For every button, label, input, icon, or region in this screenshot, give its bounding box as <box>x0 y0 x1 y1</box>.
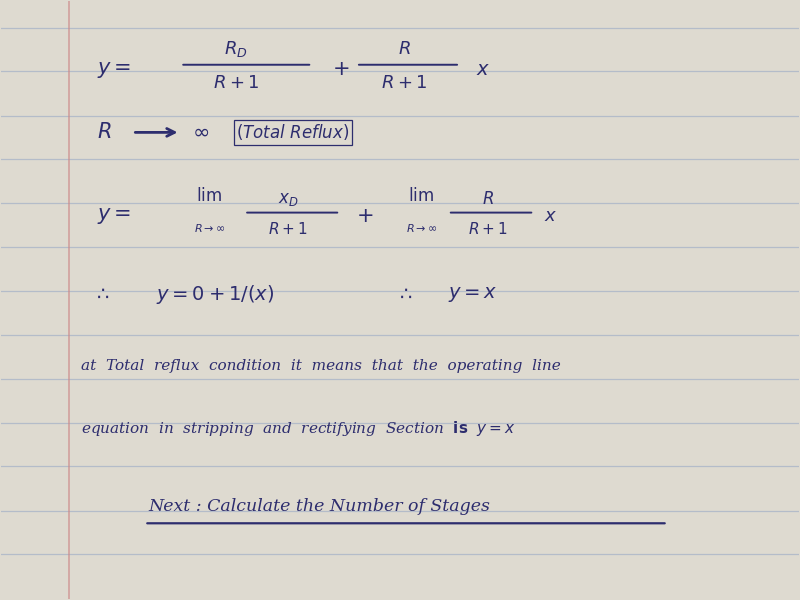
Text: $R$: $R$ <box>398 40 410 58</box>
Text: $y =$: $y =$ <box>97 206 131 226</box>
Text: $+$: $+$ <box>356 206 374 226</box>
Text: $R{\to}\infty$: $R{\to}\infty$ <box>406 221 437 233</box>
Text: $\therefore$: $\therefore$ <box>93 285 110 303</box>
Text: $x_D$: $x_D$ <box>278 191 298 208</box>
Text: $y = x$: $y = x$ <box>448 284 498 304</box>
Text: $\lim$: $\lim$ <box>408 187 434 205</box>
Text: $R+1$: $R+1$ <box>381 74 427 92</box>
Text: $x$: $x$ <box>476 61 490 79</box>
Text: $y =$: $y =$ <box>97 59 131 80</box>
Text: $\lim$: $\lim$ <box>196 187 222 205</box>
Text: at  Total  reflux  condition  it  means  that  the  operating  line: at Total reflux condition it means that … <box>81 359 560 373</box>
Text: Next : Calculate the Number of Stages: Next : Calculate the Number of Stages <box>149 498 490 515</box>
Text: $+$: $+$ <box>332 60 350 79</box>
Text: $R{\to}\infty$: $R{\to}\infty$ <box>194 221 226 233</box>
Text: equation  in  stripping  and  rectifying  Section  $\mathbf{is}$  $y = x$: equation in stripping and rectifying Sec… <box>81 419 515 438</box>
Text: $R$: $R$ <box>97 122 111 142</box>
Text: $R+1$: $R+1$ <box>213 74 259 92</box>
Text: $R+1$: $R+1$ <box>269 221 308 238</box>
Text: $\therefore$: $\therefore$ <box>396 285 413 303</box>
Text: $x$: $x$ <box>544 207 557 225</box>
Text: $R_D$: $R_D$ <box>225 38 248 59</box>
Text: $R+1$: $R+1$ <box>468 221 508 238</box>
Text: $y = 0 + 1/(x)$: $y = 0 + 1/(x)$ <box>157 283 275 305</box>
Text: $(Total\ Reflux)$: $(Total\ Reflux)$ <box>236 122 350 142</box>
Text: $\infty$: $\infty$ <box>192 123 210 142</box>
Text: $R$: $R$ <box>482 191 494 208</box>
